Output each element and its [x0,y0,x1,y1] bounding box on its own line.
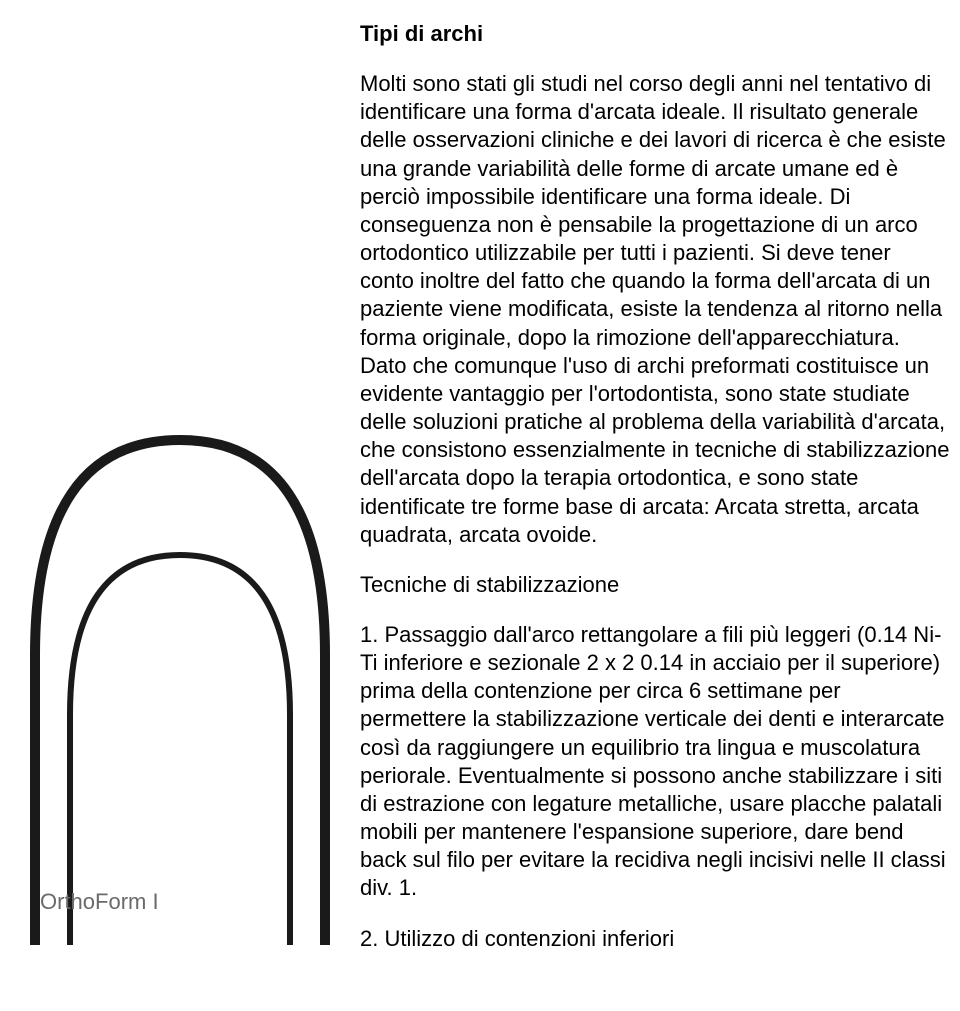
page: OrthoForm I Tipi di archi Molti sono sta… [0,0,960,995]
page-title: Tipi di archi [360,20,950,48]
figure-column: OrthoForm I [0,20,360,975]
arch-diagram [0,385,360,945]
technique-item-2: 2. Utilizzo di contenzioni inferiori [360,925,950,953]
text-column: Tipi di archi Molti sono stati gli studi… [360,20,950,975]
outer-arch-path [35,440,325,945]
inner-arch-path [70,555,290,945]
figure-caption: OrthoForm I [40,889,159,915]
section-subheading: Tecniche di stabilizzazione [360,571,950,599]
technique-item-1: 1. Passaggio dall'arco rettangolare a fi… [360,621,950,903]
intro-paragraph: Molti sono stati gli studi nel corso deg… [360,70,950,549]
